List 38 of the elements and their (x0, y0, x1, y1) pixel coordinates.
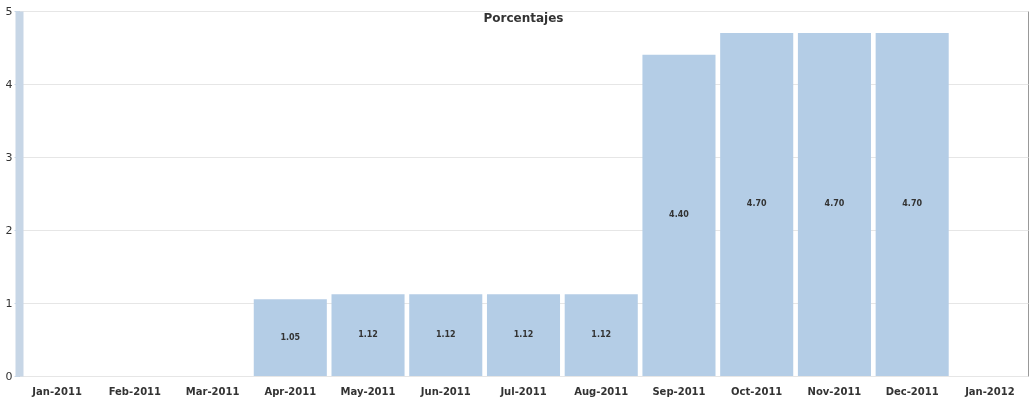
bar (875, 32, 949, 376)
x-tick-label: Aug-2011 (574, 385, 629, 397)
data-label: 1.05 (280, 332, 301, 342)
x-tick-label: Mar-2011 (185, 385, 240, 397)
y-tick-label: 5 (5, 4, 13, 18)
x-tick-label: Dec-2011 (885, 385, 939, 397)
data-label: 1.12 (591, 330, 612, 340)
data-label: 1.12 (358, 330, 378, 340)
x-tick-label: Jan-2011 (31, 385, 82, 397)
data-label: 1.12 (513, 330, 534, 340)
y-tick-label: 4 (5, 77, 13, 91)
data-label: 4.70 (746, 199, 767, 209)
y-tick-label: 0 (5, 369, 13, 383)
x-tick-label: Apr-2011 (264, 385, 317, 397)
y-tick-label: 2 (5, 223, 13, 237)
x-tick-label: Jan-2012 (964, 385, 1015, 397)
y-tick-label: 1 (5, 296, 13, 310)
x-tick-label: Feb-2011 (108, 385, 162, 397)
bar (797, 32, 871, 376)
bar (486, 294, 561, 376)
bar (642, 54, 716, 376)
y-tick-label: 3 (5, 150, 13, 164)
data-label: 1.12 (435, 330, 456, 340)
x-tick-label: Oct-2011 (731, 385, 783, 397)
x-tick-label: Jul-2011 (499, 385, 547, 397)
x-tick-label: Sep-2011 (652, 385, 706, 397)
x-tick-label: Jun-2011 (419, 385, 471, 397)
bar (720, 32, 794, 376)
x-tick-label: May-2011 (340, 385, 396, 397)
bar (564, 294, 638, 376)
bar (409, 294, 483, 376)
data-label: 4.70 (824, 199, 845, 209)
bar (331, 294, 405, 376)
chart-title: Porcentajes (483, 11, 564, 25)
bar (253, 299, 327, 376)
data-label: 4.40 (669, 210, 690, 220)
data-label: 4.70 (902, 199, 923, 209)
x-tick-label: Nov-2011 (807, 385, 862, 397)
